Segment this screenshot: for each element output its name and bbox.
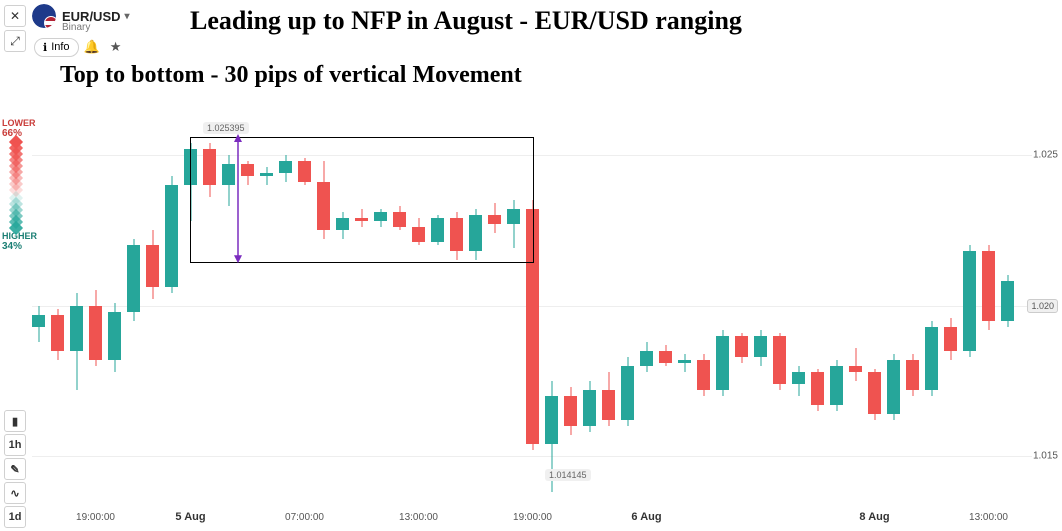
candle	[754, 95, 767, 501]
info-button[interactable]: ℹ Info	[34, 38, 79, 57]
chart-subtitle: Top to bottom - 30 pips of vertical Move…	[60, 62, 522, 89]
x-tick-label: 19:00:00	[513, 512, 552, 523]
y-axis: 1.0251.0201.0151.020	[1028, 95, 1060, 501]
candle	[944, 95, 957, 501]
candle	[70, 95, 83, 501]
candle	[545, 95, 558, 501]
star-icon[interactable]: ★	[105, 36, 127, 58]
chevron-down-icon: ▾	[125, 11, 130, 22]
draw-button[interactable]: ✎	[4, 458, 26, 480]
pair-flag-icon	[32, 4, 56, 28]
candle	[602, 95, 615, 501]
candle	[678, 95, 691, 501]
y-tick-label: 1.015	[1033, 450, 1058, 461]
candle	[108, 95, 121, 501]
candle	[640, 95, 653, 501]
x-axis: 19:00:00 5 Aug 07:00:00 13:00:00 19:00:00 6 A…	[32, 507, 1032, 529]
indicator-button[interactable]: ∿	[4, 482, 26, 504]
expand-buttonન[interactable]: ⤢	[4, 30, 26, 52]
candle	[849, 95, 862, 501]
price-marker: 1.020	[1027, 299, 1058, 313]
candle	[868, 95, 881, 501]
left-toolbar: ▮ 1h ✎ ∿ 1d	[4, 410, 26, 528]
candle	[963, 95, 976, 501]
candle	[165, 95, 178, 501]
sentiment-indicator: LOWER 66% HIGHER 34%	[2, 118, 30, 252]
candle	[621, 95, 634, 501]
candle	[773, 95, 786, 501]
candlestick-chart[interactable]: 1.025395 1.014145	[32, 95, 1032, 501]
x-tick-label: 13:00:00	[969, 512, 1008, 523]
price-tag: 1.025395	[203, 122, 249, 134]
candle	[1001, 95, 1014, 501]
timeframe-1d-button[interactable]: 1d	[4, 506, 26, 528]
candle	[830, 95, 843, 501]
bell-icon[interactable]: 🔔	[81, 36, 103, 58]
candle	[89, 95, 102, 501]
candle	[716, 95, 729, 501]
candle	[146, 95, 159, 501]
candle	[982, 95, 995, 501]
candle	[906, 95, 919, 501]
close-button[interactable]: ✕	[4, 5, 26, 27]
x-tick-label: 13:00:00	[399, 512, 438, 523]
candle	[564, 95, 577, 501]
candle	[659, 95, 672, 501]
candle	[127, 95, 140, 501]
info-row: ℹ Info 🔔 ★	[34, 36, 127, 58]
y-tick-label: 1.025	[1033, 150, 1058, 161]
x-tick-label: 5 Aug	[175, 511, 205, 523]
price-tag: 1.014145	[545, 469, 591, 481]
candle	[735, 95, 748, 501]
pair-subtype: Binary	[62, 22, 90, 33]
info-icon: ℹ	[43, 41, 47, 54]
x-tick-label: 07:00:00	[285, 512, 324, 523]
x-tick-label: 6 Aug	[631, 511, 661, 523]
candle	[51, 95, 64, 501]
candle	[925, 95, 938, 501]
chart-title: Leading up to NFP in August - EUR/USD ra…	[190, 6, 1042, 36]
candle	[697, 95, 710, 501]
chart-type-button[interactable]: ▮	[4, 410, 26, 432]
candle	[32, 95, 45, 501]
timeframe-1h-button[interactable]: 1h	[4, 434, 26, 456]
candle	[887, 95, 900, 501]
candle	[811, 95, 824, 501]
candle	[583, 95, 596, 501]
range-arrow	[228, 134, 248, 263]
candle	[792, 95, 805, 501]
x-tick-label: 19:00:00	[76, 512, 115, 523]
x-tick-label: 8 Aug	[859, 511, 889, 523]
